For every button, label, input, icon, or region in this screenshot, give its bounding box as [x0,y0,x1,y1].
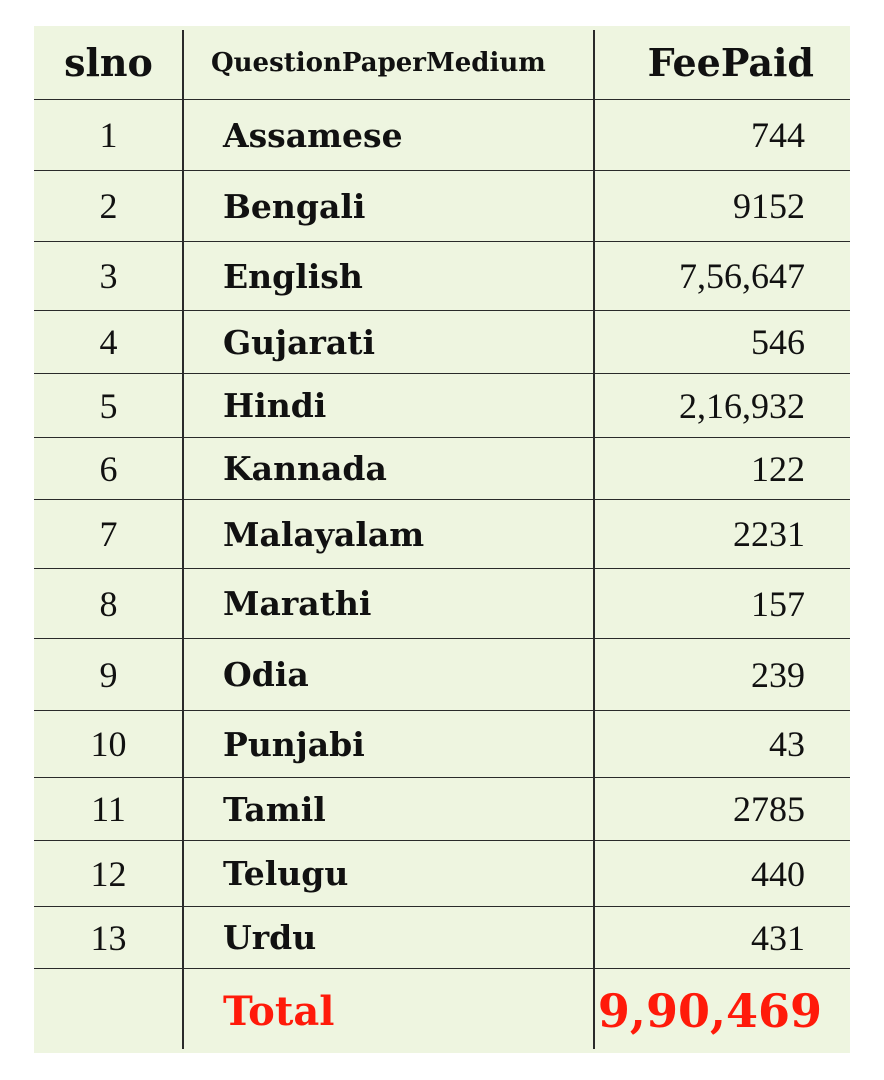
fee-cell: 440 [751,853,805,894]
fee-cell: 2,16,932 [679,385,805,426]
fee-cell: 9,90,469 [597,984,822,1038]
medium-cell: QuestionPaperMedium [211,47,546,78]
slno-cell [34,969,183,1053]
medium-cell: Gujarati [223,322,376,362]
table-row: 4 Gujarati 546 [34,311,850,374]
table-row: 9 Odia 239 [34,639,850,711]
slno-cell: 10 [90,724,127,764]
total-row: Total 9,90,469 [34,969,850,1053]
fee-cell: 431 [751,917,805,958]
medium-cell: Total [223,987,335,1035]
medium-cell: Bengali [223,186,366,226]
slno-cell: 3 [99,256,118,296]
slno-cell: 7 [99,514,118,554]
table-row: 3 English 7,56,647 [34,242,850,311]
table-row: 10 Punjabi 43 [34,711,850,778]
table-row: 5 Hindi 2,16,932 [34,374,850,438]
medium-cell: Assamese [223,115,403,155]
slno-cell: 1 [99,115,118,155]
table-row: 8 Marathi 157 [34,569,850,639]
fee-cell: 2231 [733,514,805,554]
fee-cell: 7,56,647 [679,256,805,296]
fee-cell: 546 [751,322,805,362]
slno-cell: 6 [99,448,118,489]
table-row: 1 Assamese 744 [34,100,850,171]
fee-cell: 157 [751,583,805,624]
slno-cell: 12 [90,853,127,894]
column-divider [182,30,184,1049]
fee-cell: 744 [751,115,805,155]
medium-cell: Kannada [223,449,387,488]
table-row: 11 Tamil 2785 [34,778,850,841]
slno-cell: 4 [99,322,118,362]
medium-cell: Telugu [223,854,349,893]
medium-cell: English [223,256,363,296]
slno-cell: 11 [91,789,126,829]
table-row: 6 Kannada 122 [34,438,850,500]
medium-cell: Hindi [223,386,327,425]
fee-cell: 43 [769,724,805,764]
slno-cell: 2 [99,186,118,226]
medium-cell: Marathi [223,584,372,623]
fee-table: Total 9,90,469 13 Urdu 431 12 Telugu 440 11 Tamil… [34,26,850,1053]
table-row: 13 Urdu 431 [34,907,850,969]
medium-cell: Urdu [223,918,317,957]
table-row: 7 Malayalam 2231 [34,500,850,569]
fee-cell: 9152 [733,186,805,226]
medium-cell: Malayalam [223,514,425,554]
table-row: 12 Telugu 440 [34,841,850,907]
medium-cell: Tamil [223,789,326,829]
column-divider [593,30,595,1049]
fee-cell: 239 [751,654,805,695]
table-row: 2 Bengali 9152 [34,171,850,242]
medium-cell: Punjabi [223,724,365,764]
fee-cell: FeePaid [647,40,814,85]
medium-cell: Odia [223,655,309,694]
slno-cell: slno [64,40,153,85]
slno-cell: 13 [90,917,127,958]
slno-cell: 9 [99,654,118,695]
slno-cell: 8 [99,583,118,624]
fee-cell: 122 [751,448,805,489]
fee-cell: 2785 [733,789,805,829]
table-header: slno QuestionPaperMedium FeePaid [34,26,850,100]
slno-cell: 5 [99,385,118,426]
